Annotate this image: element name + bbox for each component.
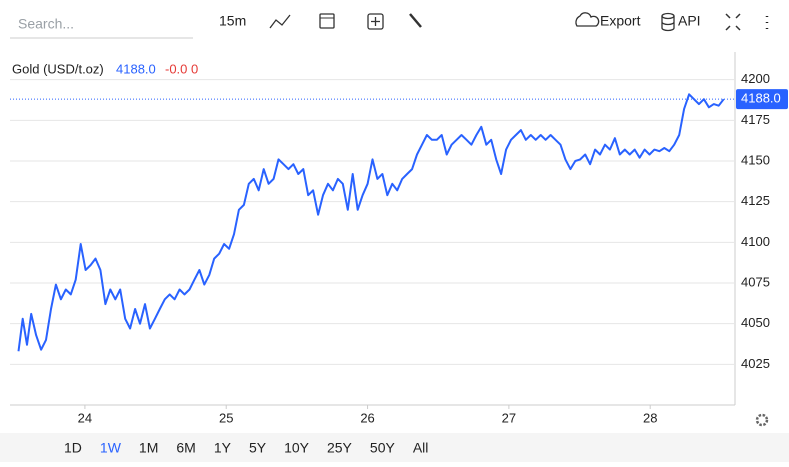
settings-gear[interactable] bbox=[755, 413, 769, 427]
x-tick-label: 24 bbox=[78, 410, 92, 425]
legend-name: Gold (USD/t.oz) bbox=[12, 61, 104, 76]
calendar-icon[interactable] bbox=[319, 13, 335, 29]
price-line bbox=[17, 93, 725, 352]
range-button[interactable]: 25Y bbox=[327, 440, 353, 456]
range-bar bbox=[0, 433, 789, 462]
legend-value: 4188.0 bbox=[116, 61, 156, 76]
range-button[interactable]: 5Y bbox=[249, 440, 267, 456]
y-tick-label: 4175 bbox=[741, 112, 770, 127]
x-tick-label: 26 bbox=[360, 410, 374, 425]
legend-change: -0.0 0 bbox=[165, 61, 198, 76]
range-button[interactable]: 6M bbox=[176, 440, 195, 456]
y-tick-label: 4075 bbox=[741, 274, 770, 289]
add-indicator-icon[interactable] bbox=[367, 13, 384, 30]
plus-icon bbox=[371, 17, 380, 26]
api-icon[interactable] bbox=[661, 12, 675, 20]
fullscreen-icon[interactable] bbox=[725, 13, 741, 31]
last-price-label: 4188.0 bbox=[741, 91, 781, 106]
y-tick-label: 4200 bbox=[741, 71, 770, 86]
api-button[interactable]: API bbox=[678, 13, 701, 29]
range-button[interactable]: 50Y bbox=[370, 440, 396, 456]
export-icon[interactable] bbox=[575, 12, 600, 27]
x-tick-label: 25 bbox=[219, 410, 233, 425]
chart-type-icon[interactable] bbox=[269, 14, 291, 29]
settings-tool-icon[interactable] bbox=[409, 13, 422, 28]
api-icon-body bbox=[661, 16, 675, 32]
export-button[interactable]: Export bbox=[600, 13, 641, 29]
x-tick-label: 27 bbox=[502, 410, 516, 425]
range-button[interactable]: 10Y bbox=[284, 440, 310, 456]
y-tick-label: 4050 bbox=[741, 315, 770, 330]
range-button[interactable]: 1W bbox=[100, 440, 122, 456]
y-tick-label: 4125 bbox=[741, 193, 770, 208]
interval-button[interactable]: 15m bbox=[219, 13, 246, 29]
search-input[interactable]: Search... bbox=[18, 16, 74, 32]
x-tick-label: 28 bbox=[643, 410, 657, 425]
range-button[interactable]: 1D bbox=[64, 440, 82, 456]
range-button[interactable]: 1Y bbox=[214, 440, 232, 456]
y-tick-label: 4025 bbox=[741, 356, 770, 371]
range-button[interactable]: 1M bbox=[139, 440, 158, 456]
y-tick-label: 4150 bbox=[741, 152, 770, 167]
last-price-box bbox=[736, 89, 788, 110]
y-tick-label: 4100 bbox=[741, 234, 770, 249]
range-button[interactable]: All bbox=[413, 440, 429, 456]
